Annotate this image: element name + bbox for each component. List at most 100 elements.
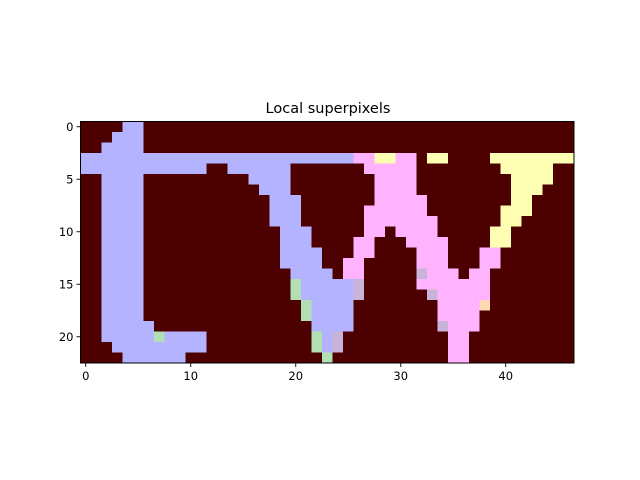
heatmap-cell [542, 142, 554, 154]
heatmap-cell [427, 142, 438, 154]
heatmap-cell [217, 163, 228, 175]
heatmap-cell [206, 352, 218, 364]
heatmap-cell [101, 268, 113, 280]
heatmap-cell [437, 121, 449, 133]
heatmap-cell [332, 321, 344, 332]
heatmap-cell [511, 142, 522, 154]
heatmap-cell [332, 247, 344, 259]
heatmap-cell [332, 300, 344, 311]
heatmap-cell [175, 300, 186, 311]
heatmap-cell [196, 300, 207, 311]
heatmap-cell [448, 247, 459, 259]
heatmap-cell [563, 121, 575, 133]
heatmap-cell [311, 258, 323, 269]
heatmap-cell [112, 289, 123, 301]
heatmap-cell [280, 268, 291, 280]
heatmap-cell [122, 300, 134, 311]
heatmap-cell [521, 121, 533, 133]
heatmap-cell [206, 184, 218, 196]
heatmap-cell [217, 268, 228, 280]
heatmap-cell [80, 184, 92, 196]
heatmap-cell [80, 142, 92, 154]
heatmap-cell [332, 310, 344, 322]
heatmap-cell [238, 300, 249, 311]
heatmap-cell [448, 216, 459, 227]
heatmap-cell [206, 226, 218, 238]
heatmap-cell [322, 153, 333, 164]
heatmap-cell [301, 216, 312, 227]
heatmap-cell [469, 268, 480, 280]
heatmap-cell [532, 258, 543, 269]
heatmap-cell [101, 289, 113, 301]
heatmap-cell [196, 342, 207, 353]
heatmap-cell [553, 258, 564, 269]
heatmap-cell [185, 216, 197, 227]
heatmap-cell [133, 352, 144, 364]
heatmap-cell [101, 216, 113, 227]
heatmap-cell [143, 174, 155, 185]
heatmap-cell [175, 331, 186, 343]
heatmap-cell [101, 321, 113, 332]
heatmap-cell [143, 195, 155, 206]
heatmap-cell [332, 342, 344, 353]
heatmap-cell [542, 310, 554, 322]
heatmap-cell [343, 153, 354, 164]
heatmap-cell [406, 289, 417, 301]
heatmap-cell [490, 268, 501, 280]
heatmap-cell [280, 237, 291, 248]
heatmap-cell [238, 268, 249, 280]
heatmap-cell [248, 300, 260, 311]
heatmap-cell [553, 237, 564, 248]
heatmap-cell [217, 195, 228, 206]
heatmap-cell [238, 184, 249, 196]
heatmap-cell [448, 163, 459, 175]
heatmap-cell [353, 195, 365, 206]
heatmap-cell [101, 237, 113, 248]
heatmap-cell [227, 216, 239, 227]
heatmap-cell [269, 226, 281, 238]
heatmap-cell [196, 352, 207, 364]
heatmap-cell [185, 132, 197, 143]
heatmap-cell [521, 163, 533, 175]
heatmap-cell [238, 310, 249, 322]
heatmap-cell [112, 153, 123, 164]
heatmap-cell [112, 300, 123, 311]
heatmap-cell [458, 142, 470, 154]
heatmap-cell [133, 310, 144, 322]
heatmap-cell [80, 352, 92, 364]
heatmap-cell [259, 258, 270, 269]
heatmap-cell [490, 289, 501, 301]
heatmap-cell [280, 342, 291, 353]
heatmap-cell [448, 268, 459, 280]
y-tick-label: 20 [59, 330, 74, 344]
heatmap-cell [280, 226, 291, 238]
heatmap-cell [196, 237, 207, 248]
heatmap-cell [406, 153, 417, 164]
x-axis: 0 10 20 30 40 [82, 363, 513, 383]
heatmap-cell [112, 163, 123, 175]
heatmap-cell [269, 247, 281, 259]
heatmap-cell [311, 153, 323, 164]
heatmap-cell [332, 289, 344, 301]
heatmap-cell [437, 132, 449, 143]
heatmap-cell [269, 184, 281, 196]
heatmap-cell [563, 342, 575, 353]
heatmap-cell [395, 268, 407, 280]
heatmap-cell [164, 247, 176, 259]
heatmap-cell [427, 258, 438, 269]
heatmap-cell [511, 268, 522, 280]
heatmap-cell [437, 226, 449, 238]
heatmap-cell [175, 195, 186, 206]
heatmap-cell [248, 216, 260, 227]
heatmap-cell [227, 310, 239, 322]
heatmap-cell [406, 247, 417, 259]
heatmap-cell [290, 300, 302, 311]
heatmap-cell [521, 153, 533, 164]
heatmap-cell [311, 310, 323, 322]
heatmap-cell [364, 237, 375, 248]
heatmap-cell [490, 163, 501, 175]
heatmap-cell [427, 205, 438, 217]
heatmap-cell [122, 153, 134, 164]
x-tick-label: 10 [183, 369, 198, 383]
heatmap-cell [196, 289, 207, 301]
